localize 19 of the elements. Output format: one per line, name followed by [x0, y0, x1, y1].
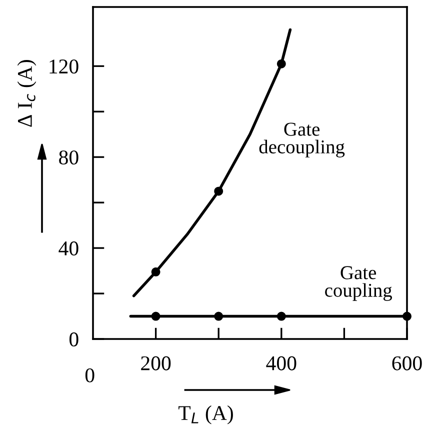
text: 0 — [85, 368, 94, 382]
point — [151, 267, 160, 276]
point — [276, 312, 286, 321]
annotation: Gate coupling — [325, 266, 392, 301]
point — [214, 186, 224, 196]
y-axis-title: Δ I$_{c}$ (A) — [17, 60, 36, 127]
x-tick-label: 400 — [266, 356, 296, 370]
annotation: Gate decoupling — [259, 122, 345, 158]
y-tick-label: 120 — [50, 59, 78, 74]
point — [276, 59, 286, 68]
x-tick-label: 200 — [141, 356, 171, 370]
point — [214, 312, 224, 321]
point — [151, 312, 160, 321]
y-tick-label: 80 — [59, 150, 78, 165]
x-axis-title: T$_{L}$ (A) — [178, 405, 233, 424]
x-tick-label: 600 — [392, 356, 422, 370]
point — [402, 312, 412, 321]
y-tick-label: 0 — [69, 332, 78, 346]
y-tick-label: 40 — [58, 241, 78, 256]
